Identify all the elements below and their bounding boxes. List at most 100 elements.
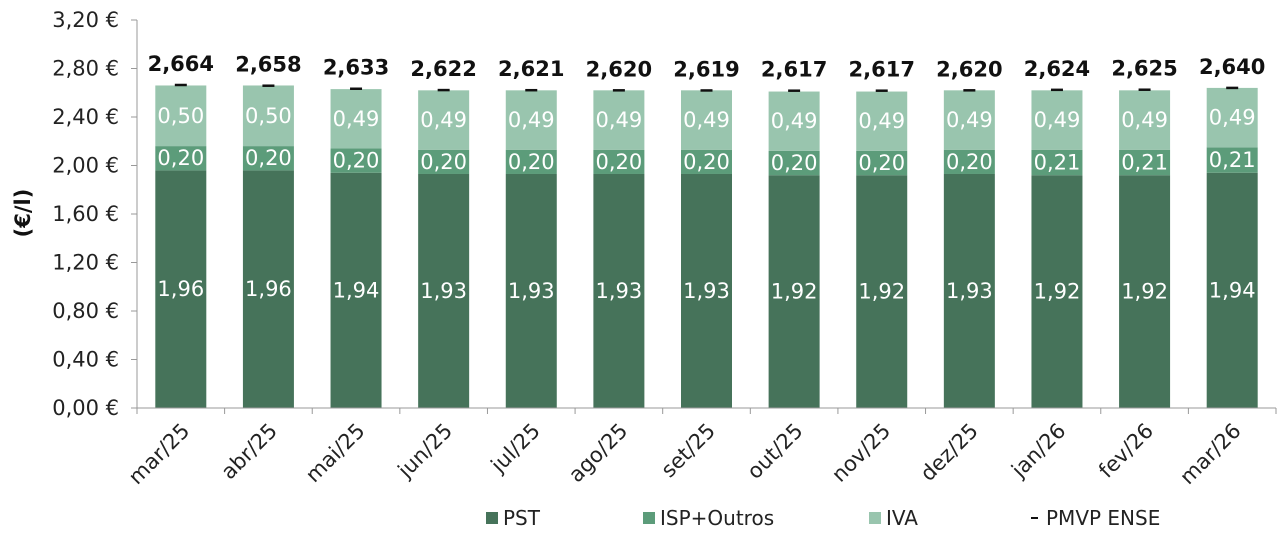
bar-segment-isp-outros <box>418 149 470 174</box>
segment-value-label: 1,96 <box>157 277 204 301</box>
segment-value-label: 0,49 <box>683 108 730 132</box>
pmvp-value-label: 2,640 <box>1199 55 1265 79</box>
bars-group: 1,96 0,20 0,50 2,664 1,96 0,20 0,50 2,658 1,94 0,… <box>148 52 1265 408</box>
segment-value-label: 0,21 <box>1209 148 1256 172</box>
bar-segment-pst <box>330 172 382 408</box>
y-tick-label: 0,40 € <box>52 348 119 372</box>
bar-segment-pst <box>1031 175 1083 408</box>
x-category-label: out/25 <box>742 419 807 484</box>
bar-segment-isp-outros <box>593 149 645 174</box>
bar-segment-iva <box>155 85 207 147</box>
segment-value-label: 1,92 <box>858 280 905 304</box>
y-tick-label: 0,80 € <box>52 299 119 323</box>
bar-segment-isp-outros <box>681 149 732 174</box>
segment-value-label: 0,20 <box>245 146 292 170</box>
x-category-label: set/25 <box>656 419 720 483</box>
x-axis: mar/25 abr/25 mai/25 jun/25 jul/25 ago/25 set/… <box>124 407 1277 490</box>
y-tick-label: 1,20 € <box>52 251 119 275</box>
segment-value-label: 1,94 <box>1209 278 1256 302</box>
y-tick-label: 1,60 € <box>52 202 119 226</box>
pmvp-value-label: 2,625 <box>1111 57 1177 81</box>
legend-label: IVA <box>886 506 918 530</box>
bar-segment-pst <box>155 170 207 408</box>
segment-value-label: 0,20 <box>858 151 905 175</box>
pmvp-value-label: 2,619 <box>673 57 739 81</box>
bar-segment-isp-outros <box>242 146 294 171</box>
bar-segment-iva <box>1119 90 1171 150</box>
segment-value-label: 0,49 <box>333 107 380 131</box>
segment-value-label: 0,49 <box>420 108 467 132</box>
pmvp-value-label: 2,620 <box>586 57 652 81</box>
segment-value-label: 0,49 <box>508 108 555 132</box>
bar-segment-iva <box>768 91 820 151</box>
bar-segment-isp-outros <box>768 150 820 176</box>
segment-value-label: 0,49 <box>771 109 818 133</box>
y-tick-label: 2,80 € <box>52 57 119 81</box>
segment-value-label: 1,92 <box>1121 280 1168 304</box>
segment-value-label: 0,49 <box>1121 108 1168 132</box>
bar-segment-pst <box>418 173 470 408</box>
bar-segment-iva <box>856 91 908 151</box>
bar-segment-isp-outros <box>1206 147 1258 173</box>
segment-value-label: 0,20 <box>596 150 643 174</box>
bar-segment-pst <box>1206 172 1258 408</box>
y-tick-label: 3,20 € <box>52 8 119 32</box>
y-tick-label: 0,00 € <box>52 396 119 420</box>
pmvp-value-label: 2,617 <box>849 58 915 82</box>
segment-value-label: 0,20 <box>508 150 555 174</box>
segment-value-label: 0,20 <box>946 150 993 174</box>
x-category-label: jul/25 <box>486 419 545 478</box>
bar-segment-iva <box>505 90 557 150</box>
bar-segment-iva <box>681 90 732 150</box>
legend-label: ISP+Outros <box>660 506 774 530</box>
segment-value-label: 0,20 <box>771 151 818 175</box>
segment-value-label: 0,20 <box>420 150 467 174</box>
segment-value-label: 0,20 <box>333 149 380 173</box>
pmvp-value-label: 2,620 <box>936 57 1002 81</box>
bar-segment-iva <box>1031 90 1083 150</box>
segment-value-label: 0,49 <box>1034 108 1081 132</box>
segment-value-label: 0,20 <box>683 150 730 174</box>
segment-value-label: 1,94 <box>333 278 380 302</box>
bar-segment-pst <box>768 175 820 408</box>
pmvp-value-label: 2,664 <box>148 52 214 76</box>
bar-segment-isp-outros <box>1119 149 1171 176</box>
segment-value-label: 0,21 <box>1034 150 1081 174</box>
segment-value-label: 1,93 <box>596 279 643 303</box>
legend-swatch <box>643 512 655 524</box>
segment-value-label: 1,93 <box>683 279 730 303</box>
x-category-label: nov/25 <box>827 419 895 487</box>
y-axis: 0,00 € 0,40 € 0,80 € 1,20 € 1,60 € 2,00 € 2,40… <box>52 8 138 420</box>
legend-swatch <box>486 512 498 524</box>
bar-segment-iva <box>418 90 470 150</box>
x-category-label: mar/26 <box>1175 419 1246 490</box>
bar-segment-pst <box>593 173 645 408</box>
bar-segment-pst <box>856 175 908 408</box>
bar-segment-isp-outros <box>505 149 557 174</box>
x-category-label: abr/25 <box>216 419 282 485</box>
bar-segment-iva <box>330 89 382 149</box>
legend: PST ISP+Outros IVA PMVP ENSE <box>486 506 1160 530</box>
x-category-label: dez/25 <box>916 419 983 486</box>
bar-segment-iva <box>593 90 645 150</box>
bar-segment-isp-outros <box>943 149 995 174</box>
segment-value-label: 1,96 <box>245 277 292 301</box>
segment-value-label: 0,49 <box>1209 106 1256 130</box>
segment-value-label: 0,20 <box>157 146 204 170</box>
segment-value-label: 0,49 <box>858 109 905 133</box>
legend-label: PMVP ENSE <box>1046 506 1160 530</box>
bar-segment-iva <box>1206 87 1258 148</box>
segment-value-label: 0,50 <box>245 104 292 128</box>
pmvp-value-label: 2,624 <box>1024 57 1090 81</box>
x-category-label: mar/25 <box>124 419 195 490</box>
y-tick-label: 2,00 € <box>52 154 119 178</box>
bar-segment-iva <box>943 90 995 150</box>
x-category-label: mai/25 <box>301 419 370 488</box>
bar-segment-pst <box>943 173 995 408</box>
bar-segment-pst <box>242 170 294 408</box>
legend-swatch <box>869 512 881 524</box>
bar-segment-pst <box>681 173 732 408</box>
segment-value-label: 1,92 <box>1034 280 1081 304</box>
pmvp-value-label: 2,621 <box>498 57 564 81</box>
